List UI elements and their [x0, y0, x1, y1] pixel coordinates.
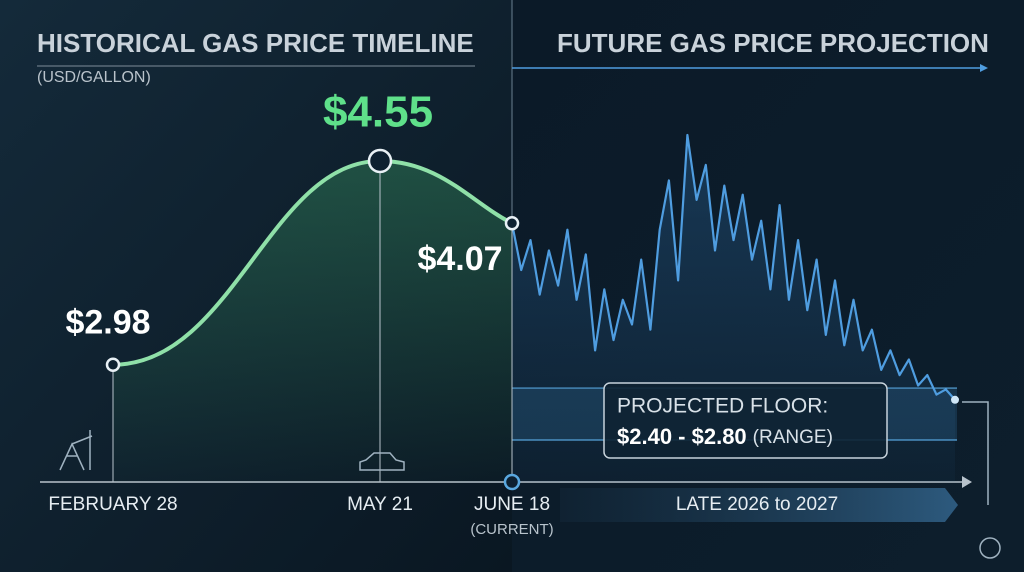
projection-title: FUTURE GAS PRICE PROJECTION — [557, 28, 989, 58]
floor-label: PROJECTED FLOOR: — [617, 395, 828, 418]
floor-pointer — [962, 401, 989, 505]
floor-range-note: (RANGE) — [753, 427, 833, 448]
value-label: $2.98 — [65, 304, 150, 342]
chart-subtitle: (USD/GALLON) — [37, 69, 151, 86]
x-tick-label: MAY 21 — [347, 494, 413, 515]
projection-arrow-head — [980, 64, 988, 72]
value-label: $4.55 — [323, 88, 433, 137]
pump-icon — [59, 430, 93, 471]
history-line — [112, 158, 513, 367]
floor-box: PROJECTED FLOOR: $2.40 - $2.80 (RANGE) — [603, 382, 888, 459]
point — [105, 357, 121, 372]
x-axis-head — [962, 476, 972, 488]
point — [367, 148, 393, 174]
floor-box-frame — [603, 382, 888, 459]
car-icon — [359, 452, 405, 471]
floor-range-value: $2.40 - $2.80 — [617, 424, 747, 449]
history-area — [113, 160, 512, 482]
point — [504, 216, 520, 231]
current-marker — [503, 473, 521, 491]
period-label: LATE 2026 to 2027 — [676, 494, 838, 515]
x-tick-label: JUNE 18 — [474, 494, 550, 515]
icons — [59, 430, 1001, 559]
value-label: $4.07 — [417, 240, 502, 278]
floor-range: $2.40 - $2.80 (RANGE) — [617, 424, 833, 449]
x-tick-label: FEBRUARY 28 — [48, 494, 177, 515]
period-ribbon — [560, 488, 958, 522]
projection-line — [510, 133, 956, 401]
logo-icon — [979, 537, 1001, 559]
current-note: (CURRENT) — [470, 521, 553, 538]
chart-title: HISTORICAL GAS PRICE TIMELINE — [37, 28, 474, 58]
projection-end — [951, 395, 959, 404]
